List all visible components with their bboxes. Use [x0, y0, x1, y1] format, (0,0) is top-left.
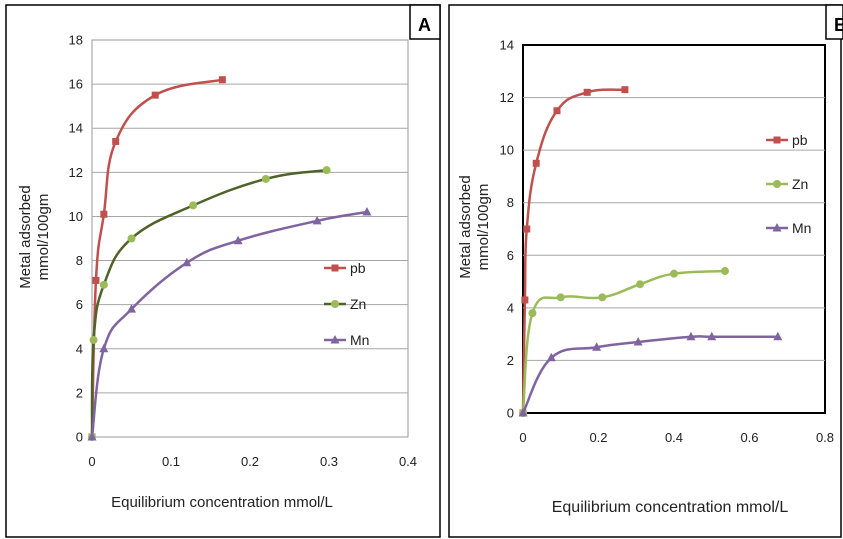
data-point-Mn	[707, 331, 717, 341]
data-point-Mn	[686, 331, 696, 341]
data-point-Mn	[182, 257, 192, 267]
y-tick-label: 4	[76, 341, 83, 356]
x-axis-title: Equilibrium concentration mmol/L	[111, 494, 333, 511]
series-Zn: Zn	[519, 176, 808, 417]
x-axis-title: Equilibrium concentration mmol/L	[552, 499, 789, 516]
data-point-Zn	[636, 280, 645, 289]
data-point-Zn	[189, 201, 198, 210]
y-tick-label: 10	[500, 143, 514, 158]
data-point-Zn	[528, 309, 537, 318]
legend-label-pb: pb	[350, 260, 366, 276]
data-point-Mn	[233, 235, 243, 245]
data-point-pb	[100, 210, 108, 218]
y-tick-label: 4	[507, 300, 514, 315]
x-tick-label: 0.4	[399, 454, 417, 469]
y-tick-label: 8	[76, 253, 83, 268]
legend-marker-pb	[331, 264, 339, 272]
y-tick-label: 6	[507, 248, 514, 263]
data-point-pb	[523, 225, 531, 233]
data-point-pb	[621, 86, 629, 94]
data-point-Zn	[127, 234, 136, 243]
y-tick-label: 0	[76, 430, 83, 445]
y-tick-label: 18	[69, 33, 83, 48]
data-point-Zn	[556, 293, 565, 302]
data-point-pb	[521, 296, 529, 304]
legend-label-Zn: Zn	[350, 296, 366, 312]
legend-marker-Mn	[772, 223, 782, 232]
x-tick-label: 0.2	[589, 430, 607, 445]
chart-panel-A: 0 2 4 6 8 10 12 14 16 18 0 0.1 0.2 0.3 0.4 Equilibrium …	[5, 4, 441, 538]
series-Mn: Mn	[518, 220, 811, 417]
data-point-Zn	[99, 280, 108, 289]
series-Mn: Mn	[87, 207, 372, 441]
data-point-Mn	[633, 337, 643, 346]
data-point-Mn	[592, 342, 602, 351]
panel-label-box	[825, 4, 843, 40]
data-point-Mn	[773, 331, 783, 341]
legend-label-Mn: Mn	[350, 332, 369, 348]
data-point-Mn	[127, 304, 136, 313]
x-tick-label: 0.1	[162, 454, 180, 469]
x-tick-label: 0.6	[740, 430, 758, 445]
data-point-pb	[532, 159, 540, 167]
data-point-Zn	[670, 269, 678, 278]
y-tick-label: 2	[507, 353, 514, 368]
legend-label-Zn: Zn	[792, 176, 808, 192]
data-point-pb	[583, 88, 591, 96]
y-axis-title-line1: Metal adsorbed	[17, 185, 34, 288]
y-tick-label: 2	[76, 385, 83, 400]
data-point-Zn	[322, 166, 331, 175]
legend-label-Mn: Mn	[792, 220, 811, 236]
y-tick-label: 14	[500, 38, 514, 53]
x-tick-label: 0.3	[320, 454, 338, 469]
x-tick-label: 0	[519, 430, 526, 445]
data-point-Mn	[87, 432, 97, 441]
data-point-Mn	[362, 207, 372, 216]
y-tick-label: 12	[500, 90, 514, 105]
y-axis-title-line2: mmol/100gm	[475, 184, 492, 271]
y-tick-label: 6	[76, 297, 83, 312]
legend-marker-Zn	[331, 300, 339, 308]
panel-frame	[5, 4, 441, 538]
panel-label-box	[409, 4, 441, 40]
legend-label-pb: pb	[792, 132, 808, 148]
x-tick-label: 0.4	[665, 430, 683, 445]
panel-frame	[448, 4, 842, 538]
data-point-Mn	[546, 352, 556, 362]
legend-marker-Zn	[773, 180, 781, 188]
y-axis-title-line2: mmol/100gm	[35, 194, 52, 281]
data-point-pb	[553, 107, 561, 115]
data-point-pb	[92, 276, 100, 284]
x-tick-label: 0	[88, 454, 95, 469]
panel-label: A	[418, 15, 431, 35]
data-point-Mn	[518, 408, 528, 417]
data-point-pb	[218, 76, 226, 84]
legend-marker-pb	[773, 136, 781, 144]
data-point-pb	[112, 137, 120, 145]
legend-marker-Mn	[330, 335, 340, 344]
chart-panel-B: 0 2 4 6 8 10 12 14 0 0.2 0.4 0.6 0.8 Equilibrium conc…	[448, 4, 843, 538]
panel-label: B	[834, 15, 843, 35]
y-tick-label: 16	[69, 77, 83, 92]
y-tick-label: 10	[69, 209, 83, 224]
data-point-Mn	[312, 215, 322, 225]
y-axis-title-line1: Metal adsorbed	[457, 175, 474, 278]
data-point-Zn	[261, 174, 270, 183]
data-point-Zn	[598, 293, 607, 302]
data-point-pb	[151, 91, 159, 99]
y-tick-label: 14	[69, 121, 83, 136]
x-tick-label: 0.8	[816, 430, 834, 445]
y-tick-label: 12	[69, 165, 83, 180]
y-tick-label: 8	[507, 195, 514, 210]
data-point-Zn	[89, 335, 98, 344]
y-tick-label: 0	[507, 406, 514, 421]
data-point-Mn	[99, 343, 109, 353]
x-tick-label: 0.2	[241, 454, 259, 469]
data-point-Zn	[720, 267, 729, 276]
plot-area	[91, 39, 409, 438]
